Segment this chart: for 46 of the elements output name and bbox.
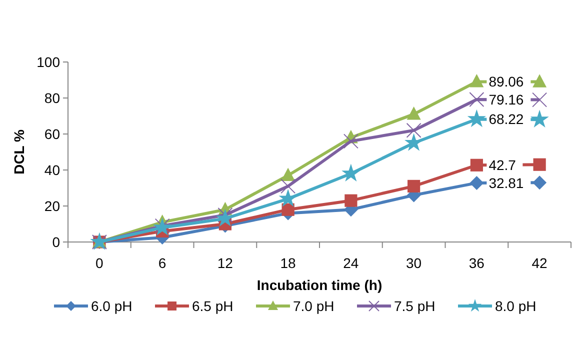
- x-tick-label: 6: [158, 255, 166, 271]
- x-tick-label: 0: [96, 255, 104, 271]
- point: [282, 203, 294, 216]
- x-axis-title: Incubation time (h): [256, 277, 382, 293]
- x-tick-label: 12: [217, 255, 234, 271]
- x-tick-label: 18: [280, 255, 296, 271]
- legend-label: 7.0 pH: [293, 298, 334, 314]
- point: [532, 74, 547, 88]
- y-tick-label: 60: [44, 126, 60, 142]
- point: [218, 208, 233, 222]
- y-tick-label: 20: [44, 198, 60, 214]
- point: [342, 164, 360, 182]
- y-tick-label: 0: [52, 234, 60, 250]
- y-tick-label: 80: [44, 90, 60, 106]
- y-tick-label: 40: [44, 162, 60, 178]
- x-tick-label: 36: [468, 255, 485, 271]
- point: [408, 180, 420, 192]
- point: [406, 122, 422, 138]
- data-label: 89.06: [488, 74, 524, 90]
- x-tick-label: 24: [343, 255, 359, 271]
- data-label: 32.81: [488, 174, 524, 191]
- point: [343, 134, 358, 149]
- legend-label: 7.5 pH: [394, 298, 436, 314]
- point: [406, 106, 421, 120]
- x-tick-label: 30: [406, 255, 422, 271]
- x-tick-label: 42: [532, 255, 548, 271]
- point: [280, 178, 296, 194]
- y-axis-title: DCL %: [11, 129, 27, 174]
- data-label: 79.16: [488, 92, 524, 108]
- point: [532, 92, 548, 108]
- point: [470, 158, 483, 172]
- legend-label: 8.0 pH: [495, 298, 536, 314]
- point: [470, 176, 484, 190]
- legend-label: 6.0 pH: [91, 298, 132, 314]
- data-label: 42.7: [488, 157, 516, 174]
- point: [469, 92, 484, 108]
- point: [344, 194, 358, 207]
- point: [533, 158, 546, 171]
- legend-label: 6.5 pH: [192, 298, 234, 314]
- y-tick-label: 100: [36, 54, 60, 70]
- point: [470, 74, 484, 88]
- data-label: 68.22: [488, 111, 524, 128]
- point: [530, 110, 549, 128]
- point: [532, 176, 547, 190]
- point: [467, 109, 486, 128]
- point: [281, 168, 296, 181]
